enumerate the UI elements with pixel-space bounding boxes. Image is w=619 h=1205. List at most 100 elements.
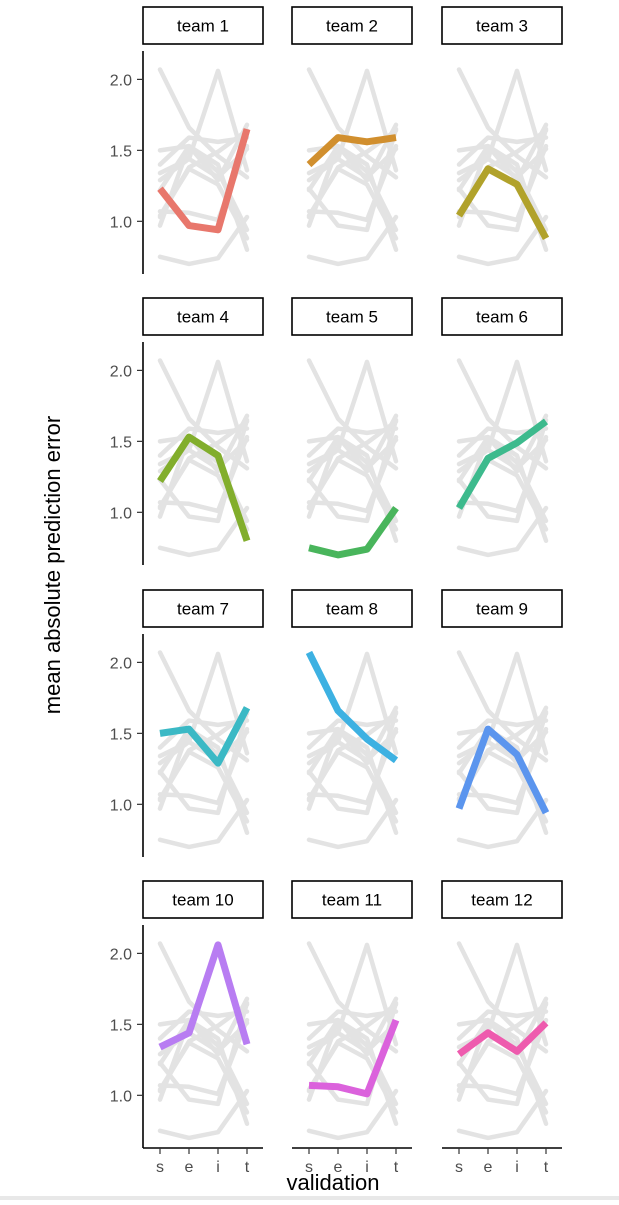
x-tick-label: t xyxy=(544,1159,549,1176)
x-tick-label: e xyxy=(334,1159,343,1176)
facet-strip-label: team 3 xyxy=(476,17,528,36)
y-tick-label: 1.0 xyxy=(110,505,132,522)
background-series-line xyxy=(306,146,399,183)
background-series-line xyxy=(456,650,549,763)
background-series-line xyxy=(306,941,399,1054)
series-line xyxy=(456,165,550,241)
background-series-line xyxy=(157,650,250,763)
facet-panel: team 8 xyxy=(291,589,413,850)
series-line xyxy=(306,134,397,168)
background-series-line xyxy=(157,122,250,183)
background-series-line xyxy=(456,1017,549,1107)
facet-panel: team 12 s e i t xyxy=(441,880,563,1176)
x-tick-label: e xyxy=(185,1159,194,1176)
x-tick-label: s xyxy=(305,1159,313,1176)
facet-panel: team 6 xyxy=(441,297,563,558)
x-tick-label: i xyxy=(216,1159,220,1176)
background-series-line xyxy=(456,122,549,183)
facet-strip xyxy=(441,589,563,628)
background-series-line xyxy=(306,705,399,766)
series-line xyxy=(305,650,399,764)
background-series-line xyxy=(157,413,250,474)
background-series-line xyxy=(456,358,549,471)
page-bottom-edge xyxy=(0,1196,619,1200)
y-tick-label: 1.5 xyxy=(110,143,132,160)
background-series-line xyxy=(157,941,250,1054)
facet-panel: team 10 1.0 1.5 2.0 s e i t xyxy=(110,880,264,1176)
facet-strip xyxy=(291,6,413,45)
x-tick-label: e xyxy=(484,1159,493,1176)
background-series-line xyxy=(306,1017,399,1107)
y-tick-label: 1.0 xyxy=(110,797,132,814)
x-tick-label: s xyxy=(156,1159,164,1176)
background-series-line xyxy=(306,358,399,471)
background-series-line xyxy=(456,797,549,850)
background-series-line xyxy=(157,996,250,1057)
background-series-line xyxy=(157,67,250,180)
background-series-line xyxy=(456,729,549,766)
facet-strip-label: team 12 xyxy=(471,891,532,910)
background-series-line xyxy=(157,1088,250,1141)
y-tick-label: 1.0 xyxy=(110,214,132,231)
series-line xyxy=(456,1020,549,1057)
background-series-line xyxy=(306,651,399,759)
background-series-line xyxy=(456,437,549,474)
background-series-line xyxy=(306,359,399,467)
background-series-line xyxy=(157,143,250,233)
background-series-line xyxy=(306,942,399,1050)
facet-panel: team 3 xyxy=(441,6,563,267)
background-series-line xyxy=(157,726,250,806)
series-line xyxy=(455,725,550,815)
background-series-line xyxy=(157,1017,250,1097)
background-series-line xyxy=(456,359,549,467)
background-series-line xyxy=(456,1088,549,1141)
y-tick-label: 2.0 xyxy=(110,655,132,672)
background-series-line xyxy=(306,1088,399,1141)
background-series-line xyxy=(456,505,549,558)
background-series-line xyxy=(157,1017,250,1107)
background-series-line xyxy=(157,68,250,176)
facet-strip xyxy=(142,6,264,45)
background-series-line xyxy=(306,143,399,233)
series-line xyxy=(455,418,549,510)
background-series-line xyxy=(157,146,250,183)
background-series-line xyxy=(157,358,250,471)
background-series-line xyxy=(456,146,549,183)
y-tick-label: 2.0 xyxy=(110,72,132,89)
facet-strip-label: team 5 xyxy=(326,308,378,327)
facet-panel: team 2 xyxy=(291,6,413,267)
series-line xyxy=(159,706,251,767)
background-series-line xyxy=(456,214,549,267)
x-tick-label: t xyxy=(245,1159,250,1176)
series-line xyxy=(308,506,399,559)
x-tick-label: t xyxy=(394,1159,399,1176)
background-series-line xyxy=(456,67,549,180)
y-axis-label: mean absolute prediction error xyxy=(40,416,65,714)
background-series-line xyxy=(306,797,399,850)
y-tick-label: 1.0 xyxy=(110,1088,132,1105)
background-series-line xyxy=(456,143,549,223)
y-tick-label: 1.5 xyxy=(110,434,132,451)
facet-panel: team 4 1.0 1.5 2.0 xyxy=(110,297,264,565)
background-series-line xyxy=(306,437,399,474)
facet-strip-label: team 9 xyxy=(476,600,528,619)
facet-strip xyxy=(142,297,264,336)
background-series-line xyxy=(306,726,399,816)
facet-panel: team 9 xyxy=(441,589,563,850)
background-series-line xyxy=(456,996,549,1057)
y-tick-label: 2.0 xyxy=(110,363,132,380)
background-series-line xyxy=(306,413,399,474)
facet-panel: team 5 xyxy=(291,297,413,559)
background-series-line xyxy=(306,726,399,806)
background-series-line xyxy=(306,214,399,267)
background-series-line xyxy=(306,434,399,514)
series-line xyxy=(157,433,251,542)
series-line xyxy=(157,128,251,234)
background-series-line xyxy=(157,505,250,558)
background-series-line xyxy=(306,996,399,1057)
facet-strip-label: team 6 xyxy=(476,308,528,327)
facet-strip-label: team 4 xyxy=(177,308,229,327)
series-line xyxy=(158,941,251,1051)
background-series-line xyxy=(456,651,549,759)
